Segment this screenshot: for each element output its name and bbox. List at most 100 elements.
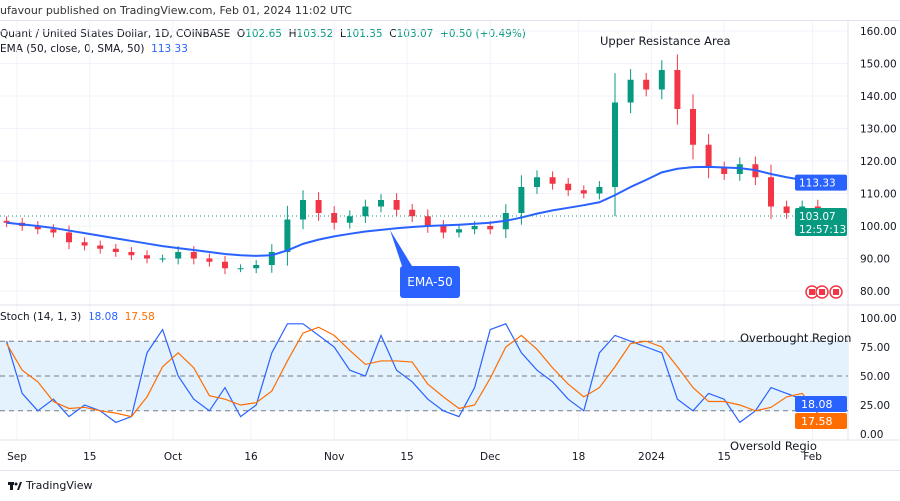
last-price-label-text: 12:57:13 xyxy=(799,224,846,236)
candle-body xyxy=(66,232,72,243)
stoch-tick-label: 75.00 xyxy=(860,342,890,354)
stoch-d-value: 17.58 xyxy=(124,311,155,323)
stoch-d-price-label: 17.58 xyxy=(795,413,847,429)
candle-body xyxy=(549,177,556,184)
stoch-d-line xyxy=(6,326,819,418)
price-tick-label: 120.00 xyxy=(860,156,897,168)
ema-callout-pointer xyxy=(390,230,412,266)
candle-body xyxy=(315,200,322,213)
time-tick-label: 15 xyxy=(718,451,731,463)
candle-body xyxy=(128,252,135,256)
stoch-k-line xyxy=(6,323,819,424)
stoch-tick-label: 50.00 xyxy=(860,371,890,383)
candle-body xyxy=(627,79,634,103)
flag-mark xyxy=(809,289,815,295)
ema-price-label-bg xyxy=(795,174,847,191)
candle-body xyxy=(393,200,400,210)
stoch-k-price-label-bg xyxy=(795,396,847,412)
candle-body xyxy=(159,258,166,260)
price-tick-label: 90.00 xyxy=(860,254,890,266)
candle-body xyxy=(284,219,291,252)
stoch-d-price-label-text: 17.58 xyxy=(801,415,833,428)
candle-body xyxy=(471,226,478,230)
time-tick-label: Sep xyxy=(7,451,27,463)
flag-mark xyxy=(833,289,839,295)
candle-body xyxy=(378,200,384,207)
stoch-d-price-label-bg xyxy=(795,413,847,429)
candle-body xyxy=(674,70,681,109)
candle-body xyxy=(268,252,275,265)
price-tick-label: 150.00 xyxy=(860,59,897,71)
price-tick-label: 110.00 xyxy=(860,189,897,201)
time-tick-label: Nov xyxy=(324,451,345,463)
oversold-annotation: Oversold Regio xyxy=(730,439,817,453)
published-header: ufavour published on TradingView.com, Fe… xyxy=(0,0,900,21)
stoch-tick-label: 25.00 xyxy=(860,400,890,412)
candle-body xyxy=(253,265,260,269)
candle-body xyxy=(237,268,244,270)
tradingview-brand[interactable]: TradingView xyxy=(26,479,93,492)
candle-body xyxy=(768,177,774,207)
price-tick-label: 130.00 xyxy=(860,124,897,136)
ema-price-label-text: 113.33 xyxy=(799,178,836,190)
time-tick-label: 15 xyxy=(83,451,96,463)
last-price-label-bg xyxy=(795,208,847,237)
price-tick-label: 100.00 xyxy=(860,221,897,233)
ema-legend: EMA (50, close, 0, SMA, 50) 113.33 xyxy=(0,43,188,55)
ema-callout-label: EMA-50 xyxy=(407,275,452,289)
high-label: H xyxy=(288,28,297,40)
candle-body xyxy=(565,183,572,191)
candle-body xyxy=(3,220,10,223)
flag-mark xyxy=(819,289,825,295)
candle-body xyxy=(206,258,213,262)
candle-body xyxy=(112,248,119,252)
candle-body xyxy=(487,226,494,230)
time-tick-label: 18 xyxy=(572,451,585,463)
candle-body xyxy=(440,226,447,233)
candle-body xyxy=(81,242,88,246)
stoch-tick-label: 0.00 xyxy=(860,429,883,441)
open-label: O xyxy=(236,28,246,40)
price-tick-label: 80.00 xyxy=(860,286,890,298)
upper-resistance-annotation: Upper Resistance Area xyxy=(600,34,731,48)
candle-body xyxy=(643,79,650,90)
candle-body xyxy=(596,187,603,194)
candle-body xyxy=(783,206,790,213)
candle-body xyxy=(409,209,416,217)
candle-body xyxy=(50,229,57,233)
candle-body xyxy=(34,226,41,230)
candle-body xyxy=(705,144,712,168)
time-tick-label: Feb xyxy=(803,451,822,463)
stoch-k-price-label-text: 18.08 xyxy=(801,398,833,411)
low-label: L xyxy=(339,28,346,40)
ema-callout-box xyxy=(400,266,460,298)
chart-canvas[interactable]: 160.00150.00140.00130.00120.00110.00100.… xyxy=(0,0,900,470)
last-price-label-text: 103.07 xyxy=(799,211,836,223)
candle-body xyxy=(331,213,338,223)
stoch-k-price-label: 18.08 xyxy=(795,396,847,412)
candle-body xyxy=(580,190,587,194)
candle-body xyxy=(97,245,104,249)
candle-body xyxy=(721,167,728,174)
price-tick-label: 160.00 xyxy=(860,26,897,38)
ema-label[interactable]: EMA (50, close, 0, SMA, 50) xyxy=(0,43,145,55)
time-tick-label: 2024 xyxy=(638,451,665,463)
candle-body xyxy=(456,229,462,233)
candle-body xyxy=(534,177,540,187)
footer: TradingView xyxy=(0,470,900,500)
candle-body xyxy=(362,206,369,217)
ema-value: 113.33 xyxy=(151,43,188,55)
close-label: C xyxy=(389,28,397,40)
time-tick-label: 16 xyxy=(244,451,258,463)
stoch-k-value: 18.08 xyxy=(87,311,118,323)
candle-body xyxy=(175,252,182,259)
candle-body xyxy=(190,252,197,259)
time-tick-label: Oct xyxy=(164,451,182,463)
stoch-label[interactable]: Stoch (14, 1, 3) xyxy=(0,311,82,323)
candle-body xyxy=(222,261,228,269)
candle-body xyxy=(424,216,431,226)
overbought-annotation: Overbought Region xyxy=(740,331,851,345)
candle-body xyxy=(612,102,618,187)
time-tick-label: Dec xyxy=(480,451,501,463)
